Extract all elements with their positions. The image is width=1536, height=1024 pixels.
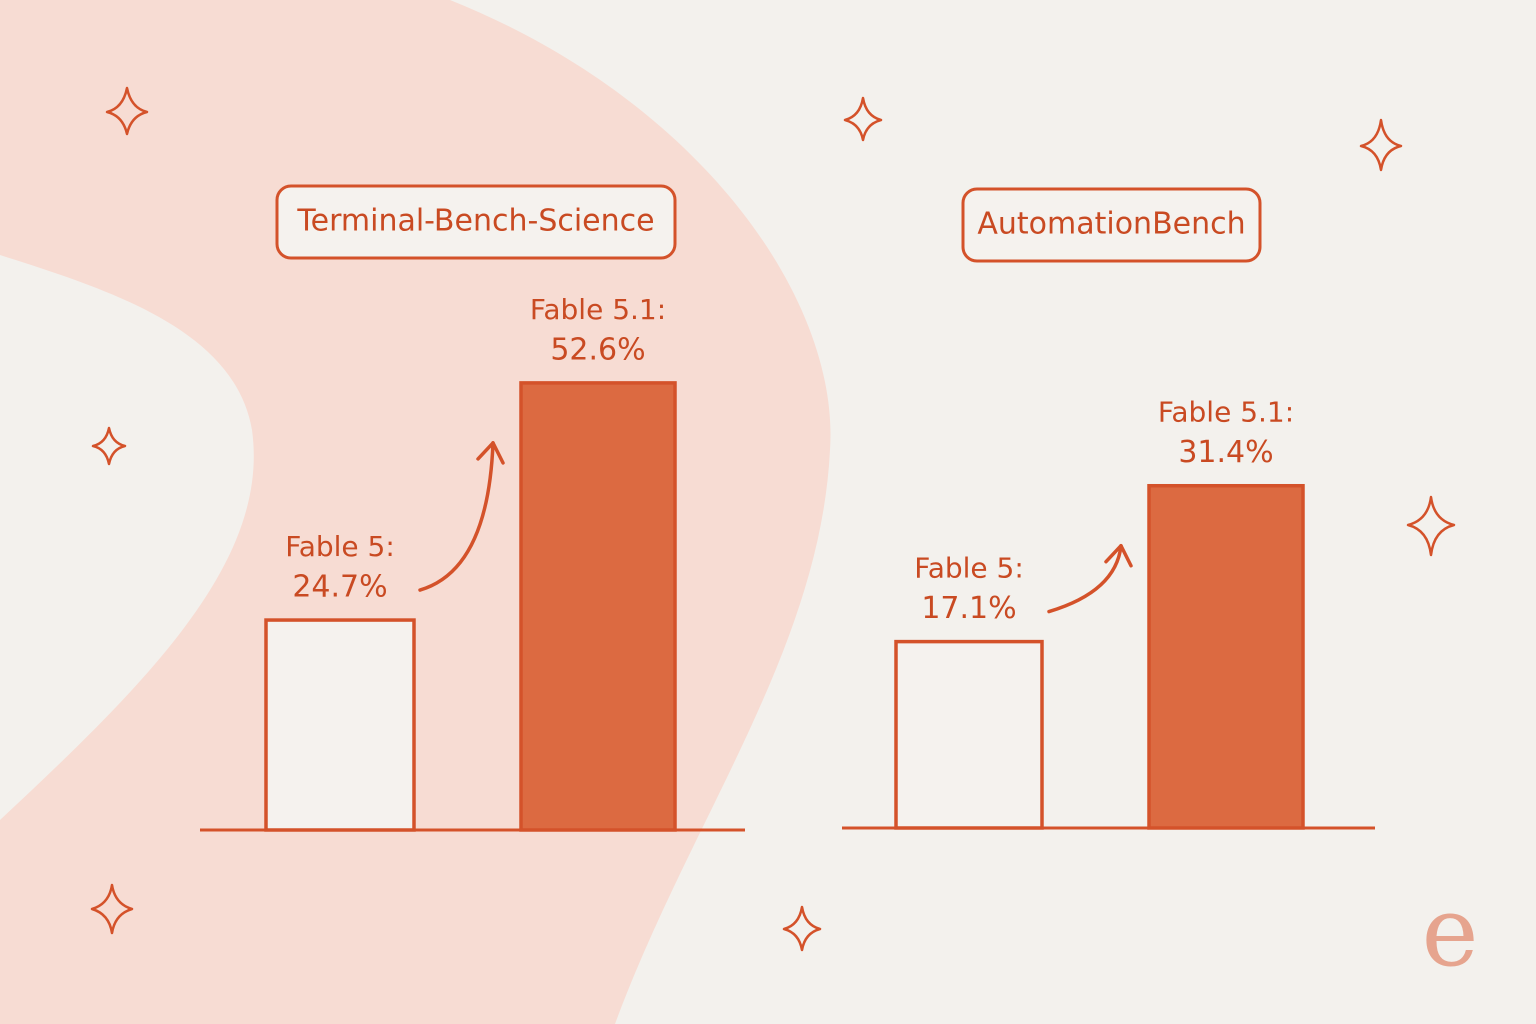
sparkle — [1359, 118, 1403, 172]
value-label: 31.4% — [1178, 435, 1273, 470]
logo: e — [1422, 876, 1479, 988]
bar — [894, 639, 1044, 830]
arrow-head — [476, 441, 505, 465]
chart-title: Terminal-Bench-Science — [296, 204, 654, 239]
title-box — [275, 184, 677, 260]
bar — [519, 381, 677, 832]
category-label: Fable 5: — [914, 552, 1024, 585]
title-box — [961, 187, 1262, 263]
bar — [264, 618, 416, 832]
bar — [1147, 483, 1305, 830]
category-label: Fable 5: — [285, 530, 395, 563]
sparkle — [90, 883, 134, 935]
sparkle — [782, 905, 822, 952]
sparkles — [90, 86, 1456, 952]
value-label: 24.7% — [292, 570, 387, 605]
category-label: Fable 5.1: — [530, 293, 666, 326]
sparkle — [91, 426, 127, 466]
value-label: 17.1% — [921, 591, 1016, 626]
arrow — [418, 441, 495, 592]
value-label: 52.6% — [550, 332, 645, 367]
sparkle — [1406, 495, 1456, 557]
arrow-head — [1104, 543, 1133, 568]
arrow — [1047, 543, 1123, 614]
chart-title: AutomationBench — [977, 207, 1245, 242]
sparkle — [105, 86, 149, 136]
sparkle — [843, 96, 883, 142]
category-label: Fable 5.1: — [1158, 396, 1294, 429]
